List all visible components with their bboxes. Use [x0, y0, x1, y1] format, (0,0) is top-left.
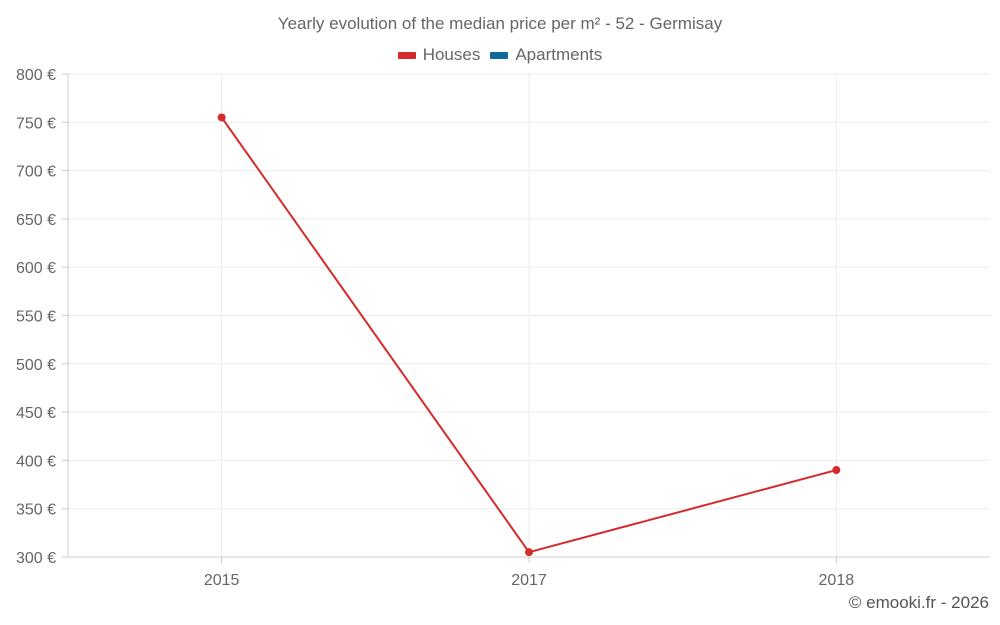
- data-point-houses-2018[interactable]: [832, 466, 841, 475]
- footer-credit: © emooki.fr - 2026: [848, 593, 989, 612]
- legend-swatch-apartments: [490, 51, 509, 59]
- chart-title: Yearly evolution of the median price per…: [277, 14, 723, 33]
- legend-swatch-houses: [397, 51, 416, 59]
- y-tick-label: 450 €: [16, 405, 56, 422]
- x-tick-label: 2017: [511, 572, 547, 589]
- y-tick-label: 600 €: [16, 260, 56, 277]
- y-tick-label: 700 €: [16, 164, 56, 181]
- y-tick-label: 550 €: [16, 309, 56, 326]
- data-point-houses-2015[interactable]: [217, 113, 226, 122]
- x-tick-label: 2015: [204, 572, 240, 589]
- legend-item-apartments[interactable]: Apartments: [490, 45, 602, 65]
- y-tick-label: 650 €: [16, 212, 56, 229]
- legend-label-apartments: Apartments: [515, 45, 603, 64]
- y-tick-label: 500 €: [16, 357, 56, 374]
- data-point-houses-2017[interactable]: [525, 548, 533, 557]
- y-tick-label: 800 €: [16, 67, 56, 84]
- y-tick-label: 300 €: [16, 550, 56, 567]
- x-tick-label: 2018: [819, 572, 855, 589]
- legend-label-houses: Houses: [422, 45, 481, 64]
- legend: Houses Apartments: [0, 45, 1000, 65]
- y-tick-label: 350 €: [16, 502, 56, 519]
- y-tick-label: 750 €: [16, 115, 56, 132]
- legend-item-houses[interactable]: Houses: [397, 45, 481, 65]
- y-tick-label: 400 €: [16, 453, 56, 470]
